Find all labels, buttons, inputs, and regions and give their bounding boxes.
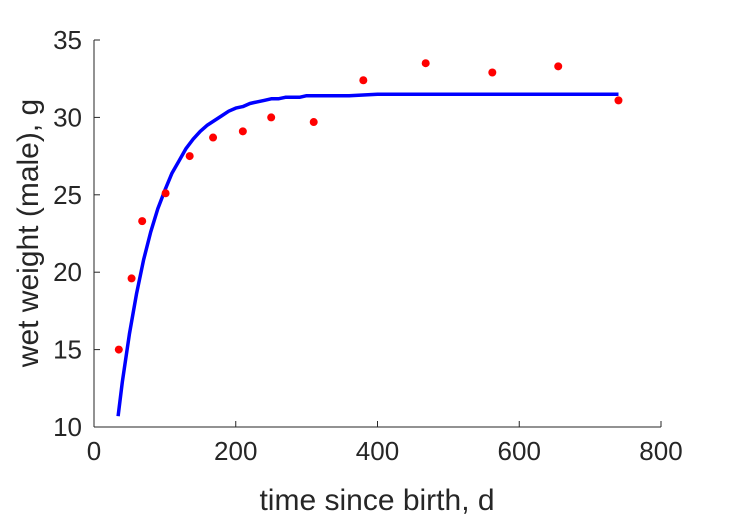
x-tick-label: 400 [356, 436, 399, 466]
data-point [267, 113, 276, 122]
x-tick-label: 0 [87, 436, 101, 466]
fit-curve [116, 92, 619, 417]
data-point [185, 152, 194, 161]
x-tick-label: 800 [639, 436, 682, 466]
y-tick-label: 25 [53, 180, 82, 210]
data-point [554, 62, 563, 71]
ticks-layer: 0 200 400 600 800 10 15 20 25 30 35 [53, 25, 683, 466]
data-point [209, 133, 218, 142]
y-tick-label: 10 [53, 412, 82, 442]
data-point [127, 274, 136, 283]
x-axis-label: time since birth, d [259, 484, 494, 517]
x-tick-label: 200 [214, 436, 257, 466]
data-point [238, 127, 247, 136]
y-tick-label: 35 [53, 25, 82, 55]
data-point [421, 59, 430, 68]
y-tick-label: 15 [53, 335, 82, 365]
y-tick-label: 30 [53, 102, 82, 132]
x-tick-label: 600 [498, 436, 541, 466]
data-point [309, 118, 318, 127]
data-point [161, 189, 170, 198]
data-point [138, 217, 147, 226]
y-axis-label: wet weight (male), g [12, 99, 45, 368]
curve-layer [116, 92, 619, 417]
data-point [114, 345, 123, 354]
data-point [614, 96, 623, 105]
data-point [359, 76, 368, 85]
data-point [488, 68, 497, 77]
points-layer [114, 59, 623, 354]
y-tick-label: 20 [53, 257, 82, 287]
